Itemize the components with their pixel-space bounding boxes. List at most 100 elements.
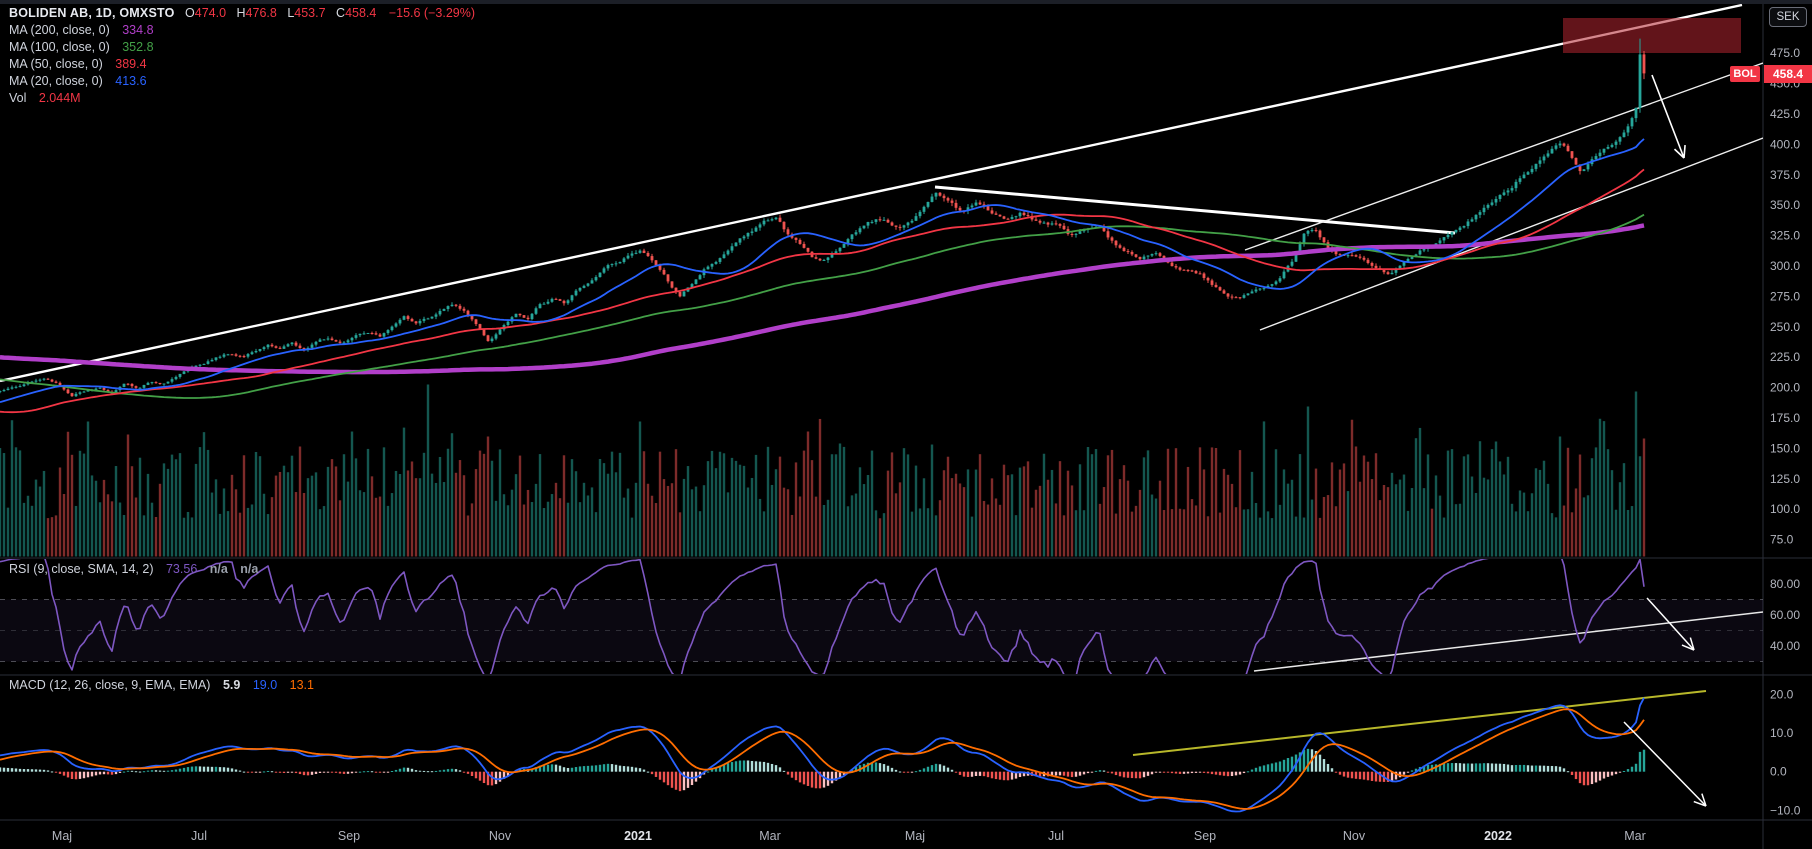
rsi-label: RSI (9, close, SMA, 14, 2) bbox=[9, 562, 154, 576]
rsi-tick-label: 60.00 bbox=[1770, 608, 1800, 622]
time-axis[interactable]: Maj Jul Sep Nov 2021 Mar Maj Jul Sep Nov 2022 Mar bbox=[52, 829, 1646, 843]
price-tick-label: 125.0 bbox=[1770, 472, 1800, 486]
rsi-tick-label: 40.00 bbox=[1770, 639, 1800, 653]
macd-line-value: 19.0 bbox=[252, 678, 278, 692]
time-tick-label: Mar bbox=[759, 829, 781, 843]
rsi-pullback-arrow[interactable] bbox=[1646, 597, 1695, 651]
rsi-layer bbox=[0, 559, 1645, 674]
price-tick-label: 75.0 bbox=[1770, 533, 1794, 547]
ma50-line bbox=[0, 168, 1645, 414]
symbol-price-tag: BOL bbox=[1730, 66, 1760, 82]
rising-channel-upper[interactable] bbox=[1244, 62, 1763, 251]
ma200-line bbox=[0, 223, 1645, 375]
time-tick-label: Sep bbox=[338, 829, 360, 843]
macd-pullback-arrow[interactable] bbox=[1623, 721, 1707, 807]
macd-tick-label: 20.0 bbox=[1770, 687, 1794, 701]
ma50-value: 389.4 bbox=[115, 57, 147, 71]
price-tick-label: 200.0 bbox=[1770, 381, 1800, 395]
drawing-annotations-under bbox=[0, 4, 1763, 756]
rsi-na2: n/a bbox=[240, 562, 259, 576]
volume-bars-layer bbox=[0, 384, 1646, 557]
macd-legend-row[interactable]: MACD (12, 26, close, 9, EMA, EMA) 5.9 19… bbox=[9, 678, 314, 692]
ma20-line bbox=[0, 138, 1645, 404]
rsi-legend-row[interactable]: RSI (9, close, SMA, 14, 2) 73.56 n/a n/a bbox=[9, 562, 258, 576]
rsi-na1: n/a bbox=[209, 562, 228, 576]
time-tick-label: 2022 bbox=[1484, 829, 1512, 843]
volume-label: Vol bbox=[9, 91, 27, 105]
ma20-legend-row[interactable]: MA (20, close, 0) 413.6 bbox=[9, 73, 475, 90]
price-tick-label: 425.0 bbox=[1770, 107, 1800, 121]
time-tick-label: Jul bbox=[1048, 829, 1064, 843]
time-tick-label: Maj bbox=[905, 829, 925, 843]
ma100-value: 352.8 bbox=[122, 40, 154, 54]
rsi-value: 73.56 bbox=[165, 562, 198, 576]
time-tick-label: Maj bbox=[52, 829, 72, 843]
price-axis[interactable]: 475.0450.0425.0400.0375.0350.0325.0300.0… bbox=[1770, 46, 1801, 817]
rising-channel-lower[interactable] bbox=[1259, 137, 1763, 331]
macd-label: MACD (12, 26, close, 9, EMA, EMA) bbox=[9, 678, 211, 692]
currency-button[interactable]: SEK bbox=[1769, 7, 1807, 27]
volume-legend-row[interactable]: Vol 2.044M bbox=[9, 90, 475, 107]
ma20-label: MA (20, close, 0) bbox=[9, 74, 103, 88]
time-tick-label: 2021 bbox=[624, 829, 652, 843]
high-key: H bbox=[236, 6, 246, 20]
rsi-band bbox=[0, 599, 1763, 662]
lower-highs-trendline[interactable] bbox=[934, 185, 1456, 235]
rsi-line bbox=[0, 559, 1645, 674]
volume-value: 2.044M bbox=[38, 91, 81, 105]
price-tick-label: 325.0 bbox=[1770, 229, 1800, 243]
price-tick-label: 175.0 bbox=[1770, 411, 1800, 425]
price-tick-label: 400.0 bbox=[1770, 137, 1800, 151]
ma20-value: 413.6 bbox=[115, 74, 147, 88]
symbol-ohlc-row[interactable]: BOLIDEN AB, 1D, OMXSTO O474.0 H476.8 L45… bbox=[9, 5, 475, 22]
ma50-label: MA (50, close, 0) bbox=[9, 57, 103, 71]
price-tick-label: 275.0 bbox=[1770, 289, 1800, 303]
macd-signal-line bbox=[0, 708, 1645, 810]
price-tick-label: 375.0 bbox=[1770, 168, 1800, 182]
price-tick-label: 150.0 bbox=[1770, 441, 1800, 455]
macd-resistance-trendline[interactable] bbox=[1132, 690, 1707, 756]
macd-signal-value: 13.1 bbox=[289, 678, 314, 692]
low-key: L bbox=[287, 6, 295, 20]
time-tick-label: Nov bbox=[489, 829, 512, 843]
macd-tick-label: −10.0 bbox=[1770, 803, 1801, 817]
ma100-label: MA (100, close, 0) bbox=[9, 40, 110, 54]
window-top-edge bbox=[0, 0, 1812, 4]
macd-pane[interactable] bbox=[0, 675, 1763, 820]
symbol-legend[interactable]: BOLIDEN AB, 1D, OMXSTO O474.0 H476.8 L45… bbox=[9, 5, 475, 107]
close-value: 458.4 bbox=[345, 6, 377, 20]
time-tick-label: Mar bbox=[1624, 829, 1646, 843]
symbol-title: BOLIDEN AB, 1D, OMXSTO bbox=[9, 6, 175, 20]
moving-averages-layer bbox=[0, 138, 1645, 414]
time-tick-label: Jul bbox=[191, 829, 207, 843]
price-tick-label: 100.0 bbox=[1770, 502, 1800, 516]
ma200-value: 334.8 bbox=[122, 23, 154, 37]
price-tick-label: 225.0 bbox=[1770, 350, 1800, 364]
high-value: 476.8 bbox=[245, 6, 277, 20]
ma100-legend-row[interactable]: MA (100, close, 0) 352.8 bbox=[9, 39, 475, 56]
price-tick-label: 475.0 bbox=[1770, 46, 1800, 60]
drawing-annotations-over bbox=[1623, 74, 1707, 807]
ma100-line bbox=[0, 213, 1645, 399]
open-value: 474.0 bbox=[194, 6, 227, 20]
rsi-tick-label: 80.00 bbox=[1770, 577, 1800, 591]
macd-hist-value: 5.9 bbox=[222, 678, 241, 692]
ma200-label: MA (200, close, 0) bbox=[9, 23, 110, 37]
macd-tick-label: 10.0 bbox=[1770, 726, 1794, 740]
low-value: 453.7 bbox=[294, 6, 326, 20]
macd-layer bbox=[0, 697, 1646, 813]
long-ascending-trendline[interactable] bbox=[0, 4, 1743, 383]
price-pullback-arrow[interactable] bbox=[1651, 74, 1685, 159]
ma50-legend-row[interactable]: MA (50, close, 0) 389.4 bbox=[9, 56, 475, 73]
open-key: O bbox=[185, 6, 195, 20]
price-tick-label: 350.0 bbox=[1770, 198, 1800, 212]
time-tick-label: Nov bbox=[1343, 829, 1366, 843]
price-tick-label: 300.0 bbox=[1770, 259, 1800, 273]
supply-zone[interactable] bbox=[1563, 18, 1741, 53]
price-tick-label: 250.0 bbox=[1770, 320, 1800, 334]
rsi-support-trendline[interactable] bbox=[1253, 611, 1763, 672]
ma200-legend-row[interactable]: MA (200, close, 0) 334.8 bbox=[9, 22, 475, 39]
